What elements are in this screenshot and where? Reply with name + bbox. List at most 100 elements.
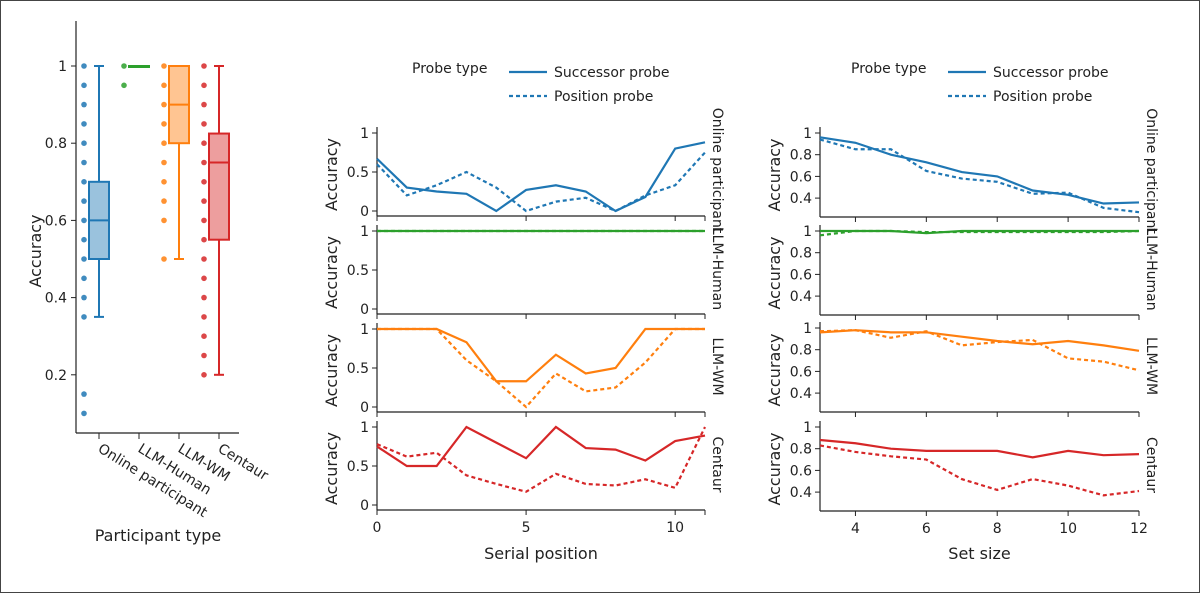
facet-panel-1: 0 0.5 1 Accuracy LLM-Human — [322, 224, 725, 319]
legend-title: Probe type — [851, 61, 926, 77]
facet-panel-0: 0.4 0.6 0.8 1 Accuracy Online participant — [765, 108, 1159, 234]
data-point — [201, 236, 207, 243]
data-point — [161, 140, 167, 146]
y-tick-label: 0.5 — [347, 263, 369, 279]
x-tick-label: 5 — [522, 520, 531, 536]
data-point — [161, 256, 167, 262]
y-tick-label: 0.6 — [45, 213, 67, 229]
legend-label: Position probe — [554, 89, 653, 105]
data-point — [121, 82, 127, 89]
data-point — [81, 121, 87, 127]
successor-probe-line — [819, 438, 1140, 459]
y-tick-label: 0.5 — [347, 165, 369, 181]
box — [208, 132, 230, 241]
y-tick-label: 0.4 — [45, 291, 67, 307]
y-tick-label: 1 — [360, 322, 369, 338]
y-tick-label: 0.6 — [790, 169, 812, 185]
data-point — [81, 179, 87, 185]
y-tick-label: 0.5 — [347, 459, 369, 475]
data-point — [161, 63, 167, 69]
successor-probe-line — [819, 329, 1140, 352]
data-point — [161, 121, 167, 127]
y-tick-label: 1 — [803, 126, 812, 142]
y-tick-label: 0.4 — [790, 485, 812, 501]
y-tick-label: 0.2 — [45, 368, 67, 384]
data-point — [201, 101, 207, 108]
legend-label: Successor probe — [554, 65, 670, 81]
x-tick-label: 0 — [373, 520, 382, 536]
data-point — [201, 140, 207, 146]
data-point — [81, 236, 87, 243]
data-point — [201, 63, 207, 69]
y-tick-label: 0.4 — [790, 289, 812, 305]
data-point — [201, 198, 207, 204]
data-point — [81, 82, 87, 89]
y-tick-label: 0.8 — [790, 343, 812, 359]
x-axis-title: Serial position — [484, 544, 598, 563]
facet-label: LLM-WM — [709, 337, 725, 395]
y-axis-title: Accuracy — [322, 432, 341, 505]
facet-label: Centaur — [1143, 437, 1159, 493]
legend-title: Probe type — [412, 61, 487, 77]
y-tick-label: 0.6 — [790, 267, 812, 283]
data-point — [81, 217, 87, 224]
successor-probe-line — [820, 229, 1139, 235]
data-point — [201, 333, 207, 340]
data-point — [81, 294, 87, 301]
position-probe-line — [376, 151, 706, 213]
data-point — [161, 82, 167, 89]
data-point — [81, 410, 87, 417]
facet-label: LLM-WM — [1143, 337, 1159, 395]
y-axis-title: Accuracy — [322, 334, 341, 407]
y-axis-title: Accuracy — [322, 236, 341, 309]
data-point — [161, 217, 167, 224]
facet-label: Online participant — [709, 108, 725, 234]
y-tick-label: 1 — [803, 321, 812, 337]
successor-probe-line — [819, 136, 1140, 205]
data-point — [201, 82, 207, 89]
y-tick-label: 1 — [803, 420, 812, 436]
data-point — [161, 198, 167, 204]
legend-label: Position probe — [993, 89, 1092, 105]
y-tick-label: 0.4 — [790, 191, 812, 207]
x-tick-label: 8 — [993, 521, 1002, 537]
data-point — [161, 159, 167, 166]
y-tick-label: 0.8 — [790, 148, 812, 164]
data-point — [81, 275, 87, 282]
y-tick-label: 0 — [360, 400, 369, 416]
y-tick-label: 1 — [360, 420, 369, 436]
x-axis-title: Set size — [948, 544, 1010, 563]
y-tick-label: 0 — [360, 302, 369, 318]
data-point — [201, 294, 207, 301]
y-tick-label: 0.6 — [790, 463, 812, 479]
x-tick-label: 6 — [922, 521, 931, 537]
facet-panel-3: 0.4 0.6 0.8 1 Accuracy Centaur — [765, 420, 1159, 516]
data-point — [161, 101, 167, 108]
y-tick-label: 1 — [803, 224, 812, 240]
facet-panel-3: 0 0.5 1 Accuracy Centaur — [322, 420, 725, 515]
position-probe-line — [819, 329, 1140, 372]
data-point — [81, 391, 87, 397]
data-point — [201, 159, 207, 166]
y-tick-label: 0.6 — [790, 364, 812, 380]
data-point — [201, 217, 207, 224]
data-point — [81, 256, 87, 262]
y-axis-title: Accuracy — [765, 138, 784, 211]
y-tick-label: 1 — [360, 126, 369, 142]
successor-probe-line — [376, 141, 706, 213]
y-tick-label: 0.8 — [790, 442, 812, 458]
successor-probe-line — [376, 425, 706, 468]
y-tick-label: 0.8 — [45, 136, 67, 152]
legend-label: Successor probe — [993, 65, 1109, 81]
y-axis-title: Accuracy — [26, 214, 45, 287]
facet-label: LLM-Human — [1143, 227, 1159, 310]
x-tick-label: 4 — [851, 521, 860, 537]
data-point — [201, 256, 207, 262]
facet-panel-1: 0.4 0.6 0.8 1 Accuracy LLM-Human — [765, 224, 1159, 320]
position-probe-line — [819, 444, 1140, 497]
box-group-3: Centaur — [201, 63, 271, 484]
data-point — [201, 275, 207, 282]
data-point — [201, 314, 207, 320]
